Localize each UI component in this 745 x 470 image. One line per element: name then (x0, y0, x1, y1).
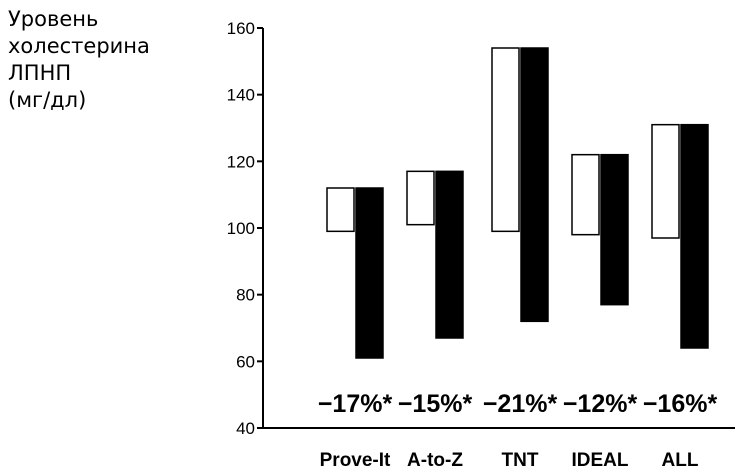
y-tick-label: 60 (236, 352, 255, 371)
y-axis-label-line-3: ЛПНП (8, 61, 72, 85)
y-tick-label: 100 (227, 219, 255, 238)
bar-white (571, 153, 600, 236)
y-axis-label: Уровень холестерина ЛПНП (мг/дл) (8, 6, 208, 114)
bar-white (651, 123, 680, 239)
y-axis-label-line-4: (мг/дл) (8, 88, 87, 112)
x-category-label: Prove-It (320, 450, 391, 470)
y-tick-label: 40 (236, 419, 255, 438)
y-axis-label-line-1: Уровень (8, 7, 99, 31)
percent-reduction-label: −16%* (643, 390, 718, 418)
x-category-label: TNT (502, 450, 539, 470)
bar-black (680, 123, 709, 349)
bar-white (491, 47, 520, 233)
y-axis-label-line-2: холестерина (8, 34, 150, 58)
x-category-label: ALL (662, 450, 699, 470)
percent-reduction-label: −15%* (398, 390, 473, 418)
bar-black (435, 170, 464, 339)
bar-black (520, 47, 549, 323)
y-tick-label: 140 (227, 86, 255, 105)
x-category-label: A-to-Z (407, 450, 463, 470)
bar-white (406, 170, 435, 226)
y-tick-label: 80 (236, 286, 255, 305)
y-tick-label: 160 (227, 19, 255, 38)
y-tick-label: 120 (227, 152, 255, 171)
bar-black (600, 153, 629, 306)
percent-reduction-label: −12%* (563, 390, 638, 418)
percent-reduction-label: −17%* (318, 390, 393, 418)
bar-white (326, 187, 355, 233)
bar-black (355, 187, 384, 359)
percent-reduction-label: −21%* (483, 390, 558, 418)
x-category-label: IDEAL (572, 450, 629, 470)
